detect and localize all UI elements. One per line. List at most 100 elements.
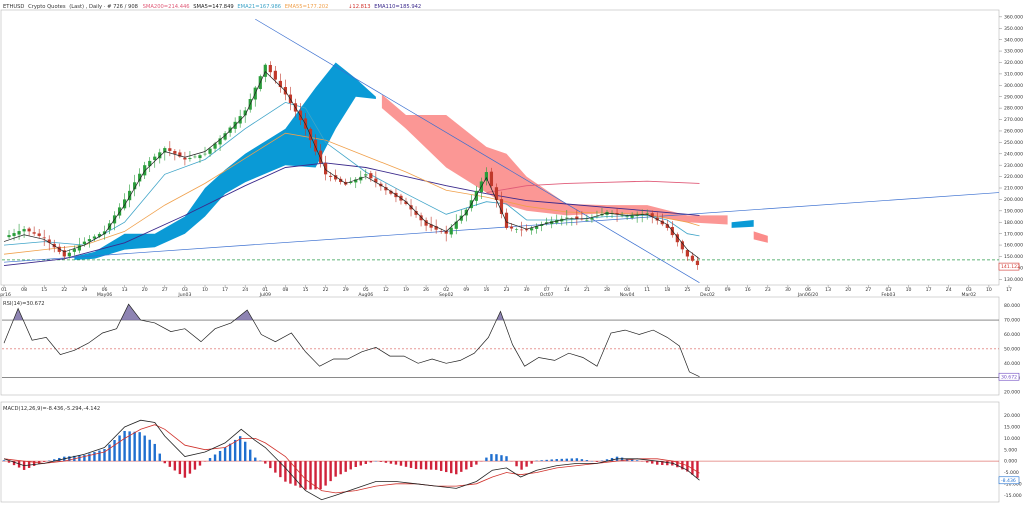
candle-body xyxy=(28,229,31,232)
date-axis-day: 16 xyxy=(483,287,489,293)
candle-body xyxy=(33,232,36,233)
macd-histogram-bar xyxy=(656,461,658,465)
price-axis-label: 190.000 xyxy=(1004,208,1023,214)
macd-histogram-bar xyxy=(561,459,563,461)
macd-histogram-bar xyxy=(475,461,477,465)
date-axis-day: 29 xyxy=(81,287,87,293)
macd-histogram-bar xyxy=(93,452,95,461)
date-axis-day: 17 xyxy=(926,287,932,293)
macd-histogram-bar xyxy=(455,461,457,474)
macd-histogram-bar xyxy=(355,461,357,467)
candle-body xyxy=(490,172,493,186)
macd-axis-label: 20.000 xyxy=(1004,413,1020,419)
chart-header: ETHUSD Crypto Quotes (Last) , Daily · # … xyxy=(3,4,421,10)
candle-body xyxy=(620,215,623,216)
macd-histogram-bar xyxy=(360,461,362,465)
candle-body xyxy=(626,217,629,218)
candle-body xyxy=(153,157,156,160)
macd-axis-label: 0.000 xyxy=(1004,459,1017,465)
candle-body xyxy=(691,256,694,261)
macd-histogram-bar xyxy=(174,461,176,470)
current-price-tag: 141.122 xyxy=(999,263,1020,270)
price-axis-label: 160.000 xyxy=(1004,243,1023,249)
macd-histogram-bar xyxy=(144,436,146,462)
macd-histogram-bar xyxy=(98,451,100,462)
candle-body xyxy=(696,261,699,265)
candle-body xyxy=(88,239,91,241)
candle-body xyxy=(203,154,206,155)
macd-histogram-bar xyxy=(450,461,452,473)
date-axis-day: 08 xyxy=(21,287,27,293)
candle-body xyxy=(510,227,513,229)
macd-histogram-bar xyxy=(274,461,276,473)
macd-histogram-bar xyxy=(440,461,442,471)
macd-histogram-bar xyxy=(159,454,161,462)
macd-histogram-bar xyxy=(546,460,548,461)
macd-histogram-bar xyxy=(43,461,45,462)
macd-histogram-bar xyxy=(395,461,397,465)
date-axis-day: 20 xyxy=(142,287,148,293)
date-axis-month: Oct07 xyxy=(540,292,554,298)
candle-body xyxy=(208,149,211,154)
candle-body xyxy=(73,249,76,252)
date-axis-day: 10 xyxy=(202,287,208,293)
macd-histogram-bar xyxy=(520,461,522,470)
candle-body xyxy=(12,233,15,236)
macd-histogram-bar xyxy=(385,461,387,463)
macd-histogram-bar xyxy=(224,447,226,461)
price-axis-label: 180.000 xyxy=(1004,220,1023,226)
date-axis-day: 19 xyxy=(403,287,409,293)
candle-body xyxy=(329,176,332,177)
candle-body xyxy=(38,233,41,235)
date-axis-month: Feb03 xyxy=(881,292,895,298)
price-axis-label: 350.000 xyxy=(1004,26,1023,32)
macd-axis-label: -5.000 xyxy=(1004,470,1019,476)
date-axis-day: 23 xyxy=(765,287,771,293)
date-axis-day: 17 xyxy=(1006,287,1012,293)
date-axis-day: 30 xyxy=(785,287,791,293)
macd-histogram-bar xyxy=(184,461,186,478)
date-axis-day: 09 xyxy=(463,287,469,293)
date-axis-month: Aug06 xyxy=(358,292,373,298)
macd-axis-label: 15.000 xyxy=(1004,425,1020,431)
macd-histogram-bar xyxy=(646,461,648,462)
macd-histogram-bar xyxy=(636,460,638,461)
macd-histogram-bar xyxy=(314,461,316,489)
macd-histogram-bar xyxy=(284,461,286,482)
macd-histogram-bar xyxy=(495,454,497,461)
macd-histogram-bar xyxy=(345,461,347,472)
date-axis-month: Sep02 xyxy=(439,292,454,298)
candle-body xyxy=(565,218,568,219)
macd-histogram-bar xyxy=(254,458,256,462)
macd-histogram-bar xyxy=(490,454,492,461)
macd-histogram-bar xyxy=(350,461,352,469)
macd-histogram-bar xyxy=(400,461,402,466)
macd-histogram-bar xyxy=(324,461,326,485)
date-axis-day: 09 xyxy=(725,287,731,293)
date-axis-day: 20 xyxy=(845,287,851,293)
price-axis-label: 200.000 xyxy=(1004,197,1023,203)
rsi-axis-label: 40.000 xyxy=(1004,361,1020,367)
candle-body xyxy=(17,231,20,234)
price-axis-label: 230.000 xyxy=(1004,163,1023,169)
macd-histogram-bar xyxy=(551,459,553,461)
macd-histogram-bar xyxy=(505,456,507,461)
candle-body xyxy=(93,237,96,239)
macd-histogram-bar xyxy=(576,458,578,461)
date-axis-day: 17 xyxy=(222,287,228,293)
macd-histogram-bar xyxy=(234,440,236,461)
macd-histogram-bar xyxy=(666,461,668,465)
macd-title: MACD(12,26,9)=-8.436,-5.294,-4.142 xyxy=(3,406,100,412)
date-axis-day: 18 xyxy=(664,287,670,293)
macd-histogram-bar xyxy=(435,461,437,470)
macd-histogram-bar xyxy=(571,458,573,461)
price-axis-label: 340.000 xyxy=(1004,37,1023,43)
macd-histogram-bar xyxy=(420,461,422,469)
macd-histogram-bar xyxy=(425,461,427,469)
macd-histogram-bar xyxy=(601,461,603,462)
date-axis-day: 23 xyxy=(504,287,510,293)
summary-label: (Last) , Daily · # 726 / 908 xyxy=(69,4,138,10)
price-axis-label: 310.000 xyxy=(1004,72,1023,78)
price-axis-label: 280.000 xyxy=(1004,106,1023,112)
candle-body xyxy=(590,218,593,220)
